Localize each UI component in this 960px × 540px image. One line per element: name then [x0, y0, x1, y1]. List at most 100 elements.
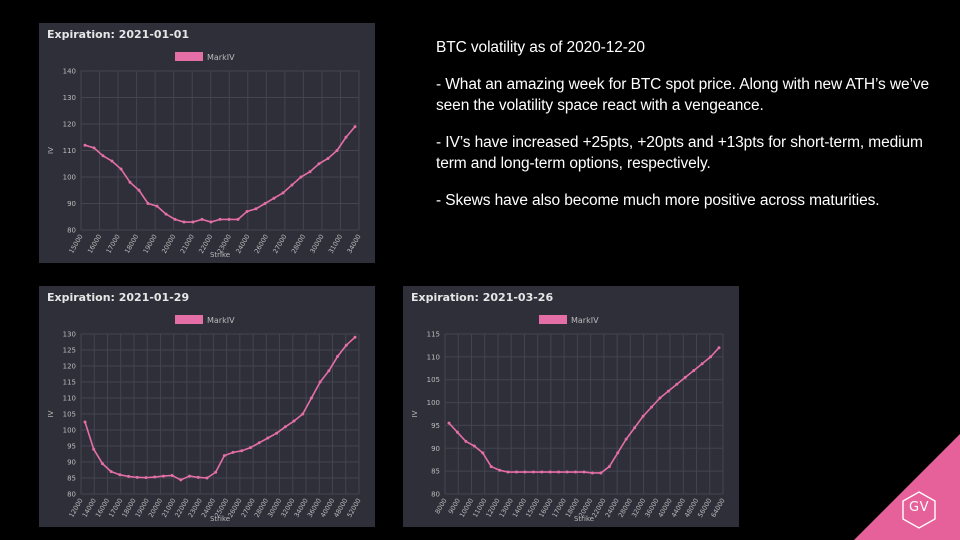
- data-point: [336, 354, 340, 358]
- x-tick-label: 30000: [308, 233, 325, 255]
- data-point: [523, 470, 527, 474]
- data-point: [283, 425, 287, 429]
- y-tick-label: 80: [431, 491, 440, 499]
- y-tick-label: 100: [427, 399, 440, 407]
- y-tick-label: 140: [63, 68, 76, 76]
- x-tick-label: 8000: [434, 497, 449, 515]
- data-point: [481, 451, 485, 455]
- data-point: [489, 465, 493, 469]
- legend-swatch: [175, 52, 203, 61]
- data-point: [164, 212, 168, 216]
- data-point: [144, 476, 148, 480]
- chart-title: Expiration: 2021-01-01: [47, 28, 190, 41]
- data-point: [173, 217, 177, 221]
- data-point: [616, 451, 620, 455]
- y-tick-label: 120: [63, 121, 76, 129]
- data-point: [146, 202, 150, 205]
- x-tick-label: 27000: [271, 233, 288, 255]
- data-point: [299, 175, 303, 179]
- data-point: [327, 369, 331, 373]
- data-point: [92, 447, 96, 451]
- data-point: [683, 375, 687, 379]
- data-point: [308, 170, 312, 174]
- legend: MarkIV: [539, 315, 599, 325]
- y-tick-label: 110: [427, 353, 440, 361]
- data-point: [464, 439, 468, 443]
- notes-heading: BTC volatility as of 2020-12-20: [436, 39, 645, 56]
- data-point: [272, 196, 276, 200]
- x-tick-label: 16000: [86, 233, 103, 255]
- y-tick-label: 110: [63, 395, 76, 403]
- data-point: [624, 437, 628, 441]
- chart-title: Expiration: 2021-03-26: [411, 291, 554, 304]
- x-axis-title: Strike: [210, 515, 230, 523]
- data-point: [127, 474, 131, 478]
- data-point: [179, 478, 183, 482]
- x-tick-label: 28000: [290, 233, 307, 255]
- series-line-markiv: [84, 126, 356, 223]
- legend-label: MarkIV: [571, 316, 599, 325]
- data-point: [574, 470, 578, 474]
- y-tick-label: 105: [427, 376, 440, 384]
- data-point: [472, 444, 476, 448]
- x-tick-label: 31000: [327, 233, 344, 255]
- data-point: [153, 475, 157, 479]
- x-axis-title: Strike: [210, 251, 230, 259]
- series-line-markiv: [84, 336, 356, 481]
- legend-label: MarkIV: [207, 316, 235, 325]
- data-point: [607, 465, 611, 469]
- data-point: [182, 220, 186, 224]
- x-tick-label: 17000: [105, 233, 122, 255]
- data-point: [540, 470, 544, 474]
- data-point: [599, 471, 603, 475]
- x-tick-label: 15000: [67, 233, 84, 255]
- data-point: [650, 405, 653, 409]
- data-point: [455, 430, 459, 434]
- chart-title: Expiration: 2021-01-29: [47, 291, 190, 304]
- iv-chart-jan29: MarkIV8085909510010511011512012513012000…: [47, 315, 363, 523]
- data-point: [692, 369, 696, 373]
- x-tick-label: 26000: [253, 233, 270, 255]
- data-point: [119, 167, 123, 171]
- iv-chart-mar26: MarkIV8085909510010511011580009000100001…: [411, 315, 727, 523]
- data-point: [83, 143, 87, 147]
- commentary: BTC volatility as of 2020-12-20 - What a…: [436, 37, 936, 227]
- data-point: [92, 146, 96, 150]
- data-point: [531, 470, 535, 474]
- data-point: [506, 470, 510, 474]
- data-point: [218, 217, 222, 221]
- gv-logo-text: GV: [909, 500, 929, 515]
- y-tick-label: 130: [63, 94, 76, 102]
- chart-panel-jan29: Expiration: 2021-01-29 MarkIV 80 85 90 95 100…: [39, 286, 375, 527]
- data-point: [118, 473, 122, 477]
- y-tick-label: 125: [63, 347, 76, 355]
- legend-swatch: [539, 315, 567, 324]
- notes-point: - Skews have also become much more posit…: [436, 192, 880, 209]
- data-point: [344, 135, 348, 139]
- data-point: [353, 125, 357, 129]
- data-point: [309, 396, 313, 400]
- data-point: [128, 180, 132, 184]
- data-point: [191, 220, 195, 224]
- data-point: [633, 426, 637, 430]
- data-point: [290, 183, 294, 187]
- y-tick-label: 80: [67, 227, 76, 235]
- data-point: [254, 207, 258, 211]
- y-tick-label: 85: [431, 468, 440, 476]
- y-axis-title: IV: [411, 410, 419, 417]
- data-point: [101, 154, 105, 158]
- y-tick-label: 120: [63, 363, 76, 371]
- data-point: [248, 446, 252, 450]
- iv-chart-jan01: MarkIV 80 90 100 110 120 130 140 15000 16000 17000…: [47, 52, 363, 259]
- x-tick-label: 19000: [142, 233, 159, 255]
- data-point: [335, 149, 339, 152]
- y-tick-label: 90: [67, 459, 76, 467]
- x-axis-title: Strike: [574, 515, 594, 523]
- data-point: [263, 202, 267, 205]
- data-point: [227, 217, 231, 221]
- y-axis-title: IV: [47, 410, 55, 417]
- legend-label: MarkIV: [207, 53, 235, 62]
- legend: MarkIV: [175, 315, 235, 325]
- data-point: [353, 335, 357, 339]
- data-point: [236, 217, 240, 221]
